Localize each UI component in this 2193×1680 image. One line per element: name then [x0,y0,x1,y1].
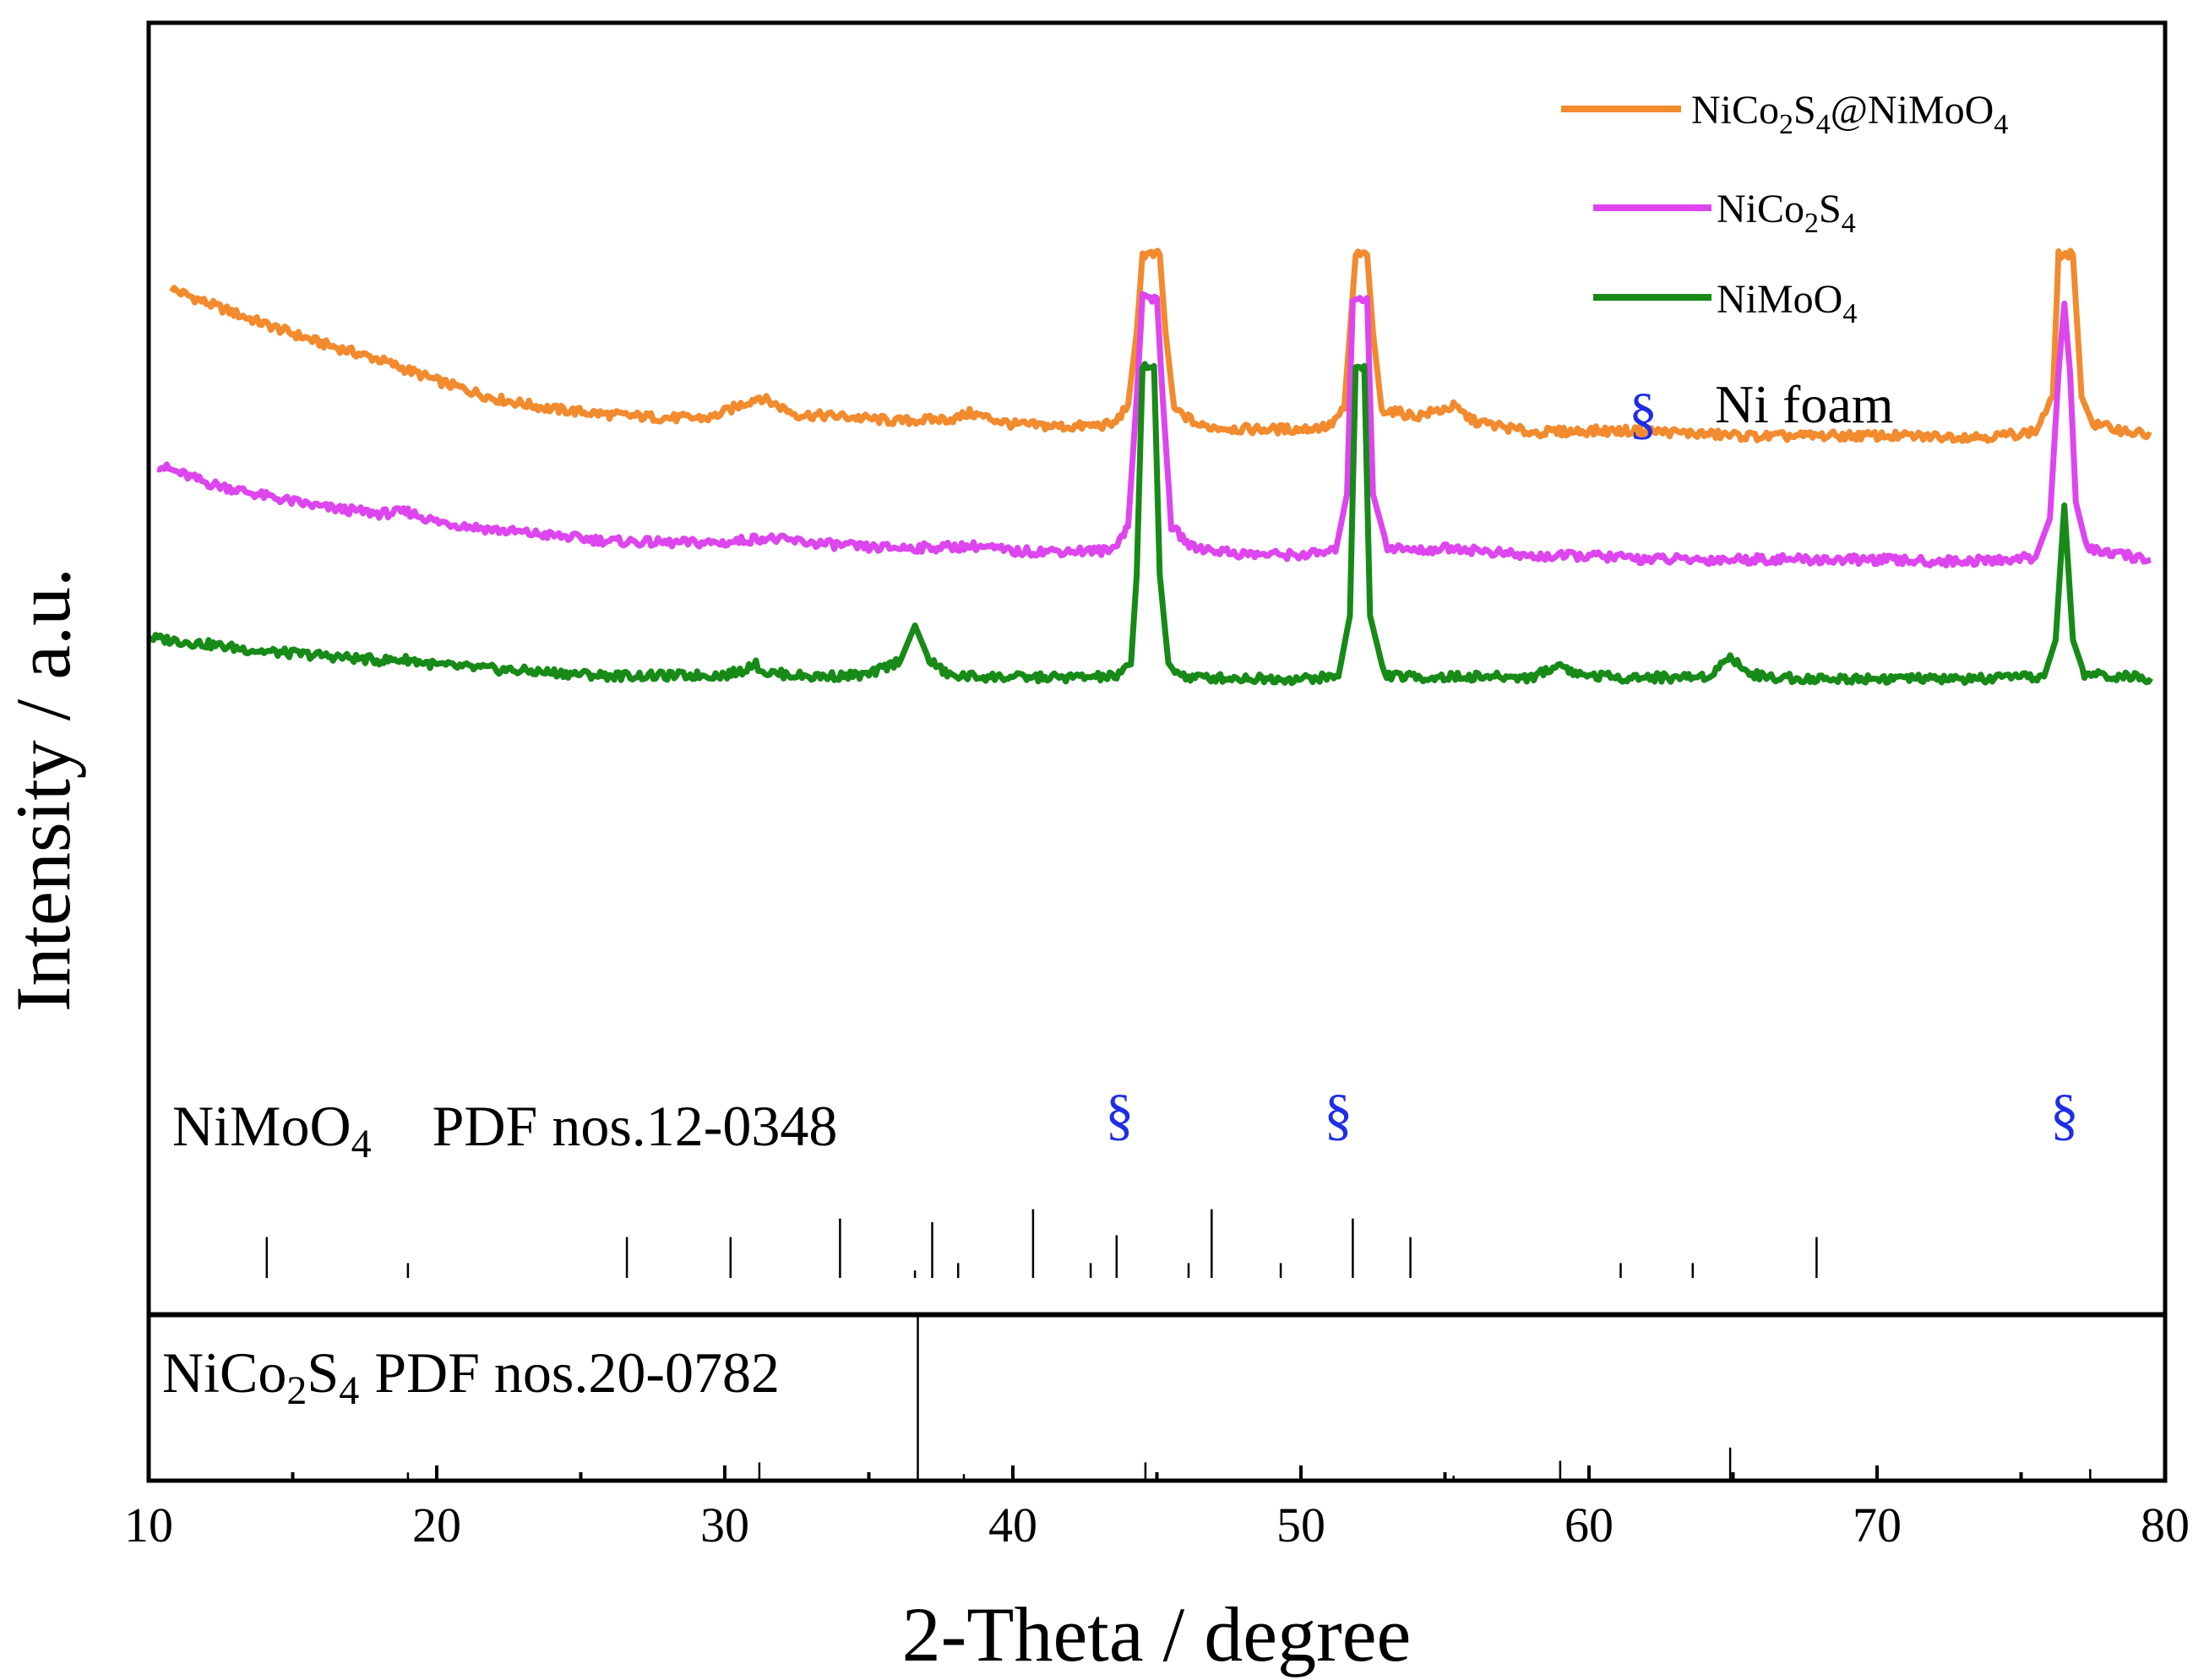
legend-ni-foam-symbol: § [1629,381,1657,445]
x-axis: 10 20 30 40 50 60 70 80 [124,1465,2190,1552]
x-tick-label: 70 [1853,1498,1902,1552]
y-axis-title: Intensity / a.u. [0,568,86,1012]
x-axis-title: 2-Theta / degree [902,1591,1412,1677]
ref-label-nimoo4: NiMoO4 PDF nos.12-0348 [172,1094,837,1166]
legend-label-nimoo4: NiMoO4 [1717,277,1857,329]
x-tick-label: 30 [700,1498,749,1552]
series-layer [147,247,2153,687]
legend: NiCo2S4@NiMoO4 NiCo2S4 NiMoO4 § Ni foam [1561,88,2008,445]
ni-foam-marker: § [2050,1082,2079,1146]
x-tick-label: 80 [2141,1498,2190,1552]
x-tick-label: 40 [988,1498,1037,1552]
series-line-nimoo4 [147,361,2153,687]
x-tick-label: 10 [124,1498,173,1552]
legend-label-nico2s4: NiCo2S4 [1717,187,1856,239]
legend-label-nico2s4-nimoo4: NiCo2S4@NiMoO4 [1691,88,2008,140]
x-tick-label: 20 [412,1498,461,1552]
x-tick-label: 60 [1564,1498,1613,1552]
series-line-nico2s4-nimoo4 [169,247,2152,444]
legend-label-ni-foam: Ni foam [1715,374,1894,434]
ni-foam-marker: § [1105,1082,1134,1146]
reference-pattern-layer [265,1209,2092,1481]
x-tick-label: 50 [1276,1498,1325,1552]
ref-label-nico2s4: NiCo2S4 PDF nos.20-0782 [162,1340,780,1413]
series-line-nico2s4 [156,291,2152,568]
ni-foam-marker: § [1324,1082,1352,1146]
